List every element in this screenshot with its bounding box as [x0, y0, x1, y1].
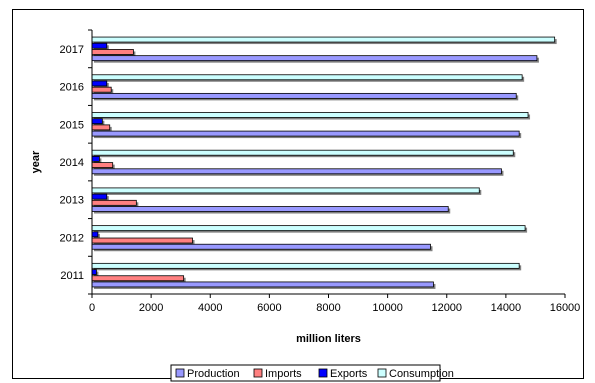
x-axis-title: million liters	[296, 333, 361, 345]
bar-imports-2012	[91, 237, 193, 244]
y-tick-label: 2017	[60, 44, 84, 56]
bar-imports-2013	[91, 199, 137, 206]
bar-consumption-2017	[91, 36, 556, 43]
legend-label-imports: Imports	[265, 368, 302, 380]
bar-imports-2017	[91, 49, 134, 55]
y-tick-label: 2011	[60, 270, 84, 282]
legend-swatch-production	[175, 368, 185, 378]
bar-consumption-2015	[91, 112, 529, 118]
legend-label-exports: Exports	[330, 368, 368, 380]
y-tick-label: 2013	[60, 195, 84, 207]
bar-exports-2011	[91, 269, 97, 275]
y-tick-label: 2012	[60, 232, 84, 244]
x-tick-label: 16000	[550, 302, 581, 314]
x-tick-label: 6000	[257, 302, 281, 314]
bar-consumption-2016	[91, 74, 523, 81]
bar-consumption-2013	[91, 187, 480, 194]
bar-production-2017	[91, 55, 538, 62]
bar-exports-2013	[91, 193, 108, 200]
bar-consumption-2011	[91, 262, 520, 269]
legend-label-production: Production	[187, 368, 240, 380]
x-tick-label: 14000	[491, 302, 522, 314]
x-tick-label: 10000	[372, 302, 403, 314]
x-tick-label: 8000	[316, 302, 340, 314]
bar-production-2016	[91, 92, 517, 99]
legend-swatch-consumption	[377, 368, 387, 378]
y-tick-label: 2016	[60, 82, 84, 94]
bar-imports-2014	[91, 162, 114, 169]
bar-exports-2012	[91, 231, 99, 238]
x-tick-label: 4000	[198, 302, 222, 314]
bar-exports-2017	[91, 42, 108, 49]
legend-swatch-imports	[253, 368, 263, 378]
x-tick-label: 0	[89, 302, 95, 314]
bar-imports-2016	[91, 86, 112, 93]
bar-imports-2015	[91, 124, 111, 131]
y-axis-title: year	[30, 150, 42, 173]
bar-production-2013	[91, 206, 449, 212]
x-tick-label: 12000	[431, 302, 462, 314]
x-tick-label: 2000	[139, 302, 163, 314]
legend-label-consumption: Consumption	[389, 368, 454, 380]
y-tick-label: 2015	[60, 119, 84, 131]
bar-exports-2016	[91, 80, 108, 87]
bar-consumption-2014	[91, 149, 514, 156]
bar-consumption-2012	[91, 225, 526, 232]
bar-production-2014	[91, 168, 502, 175]
legend-box	[170, 364, 441, 382]
bar-production-2011	[91, 281, 434, 288]
bar-production-2012	[91, 243, 431, 250]
y-tick-label: 2014	[60, 157, 84, 169]
bar-exports-2015	[91, 118, 103, 125]
bar-exports-2014	[91, 155, 100, 162]
bar-production-2015	[91, 130, 520, 137]
legend-swatch-exports	[318, 368, 328, 378]
bar-imports-2011	[91, 275, 185, 282]
